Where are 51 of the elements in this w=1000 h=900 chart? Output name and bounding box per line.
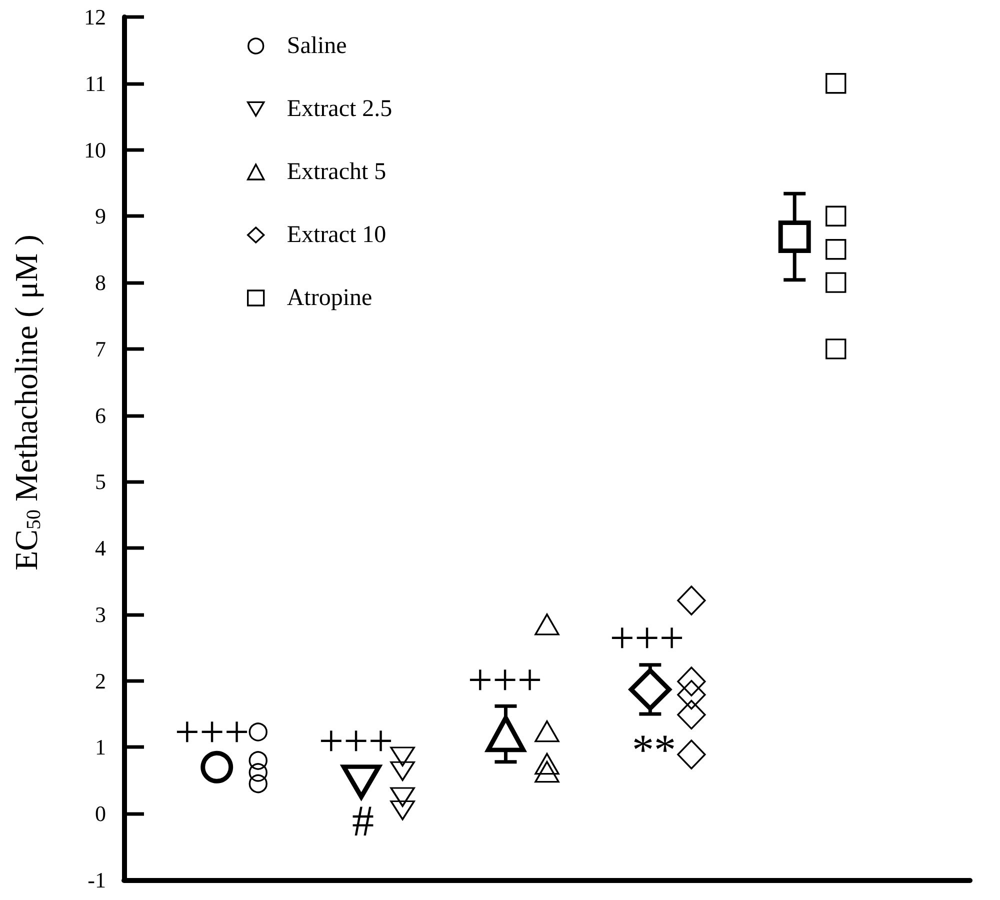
y-tick-label: 9 [95,204,106,229]
point [826,338,846,360]
annotation: # [352,796,374,846]
point [778,220,811,253]
y-tick-label: 1 [95,734,106,760]
y-tick-label: -1 [88,868,106,892]
point [390,787,415,807]
point [677,666,706,696]
point [628,668,672,711]
point [677,680,706,710]
point [534,720,560,742]
y-tick-label: 7 [95,336,106,362]
point [677,740,706,770]
point [534,614,560,636]
y-tick-label: 10 [84,137,106,162]
y-tick-label: 6 [95,402,106,428]
point [248,774,268,794]
point [390,800,415,820]
y-tick-label: 5 [95,469,106,494]
y-tick-label: 4 [95,536,106,561]
annotation: ** [632,726,676,774]
annotation: +++ [318,716,394,766]
y-tick-label: 2 [95,668,106,694]
legend-label: Extracht 5 [286,159,386,185]
point [200,750,234,784]
point [248,722,268,742]
point [826,272,846,293]
point [390,746,415,766]
point [390,761,415,781]
point [534,760,560,783]
legend-label: Saline [286,33,347,59]
point [534,752,560,775]
y-tick-label: 8 [95,270,106,296]
y-tick-label: 11 [84,70,106,96]
y-tick-label: 0 [95,801,106,826]
point [248,751,268,770]
annotation: +++ [174,708,250,756]
y-tick-label: 12 [84,4,106,30]
point [248,763,268,782]
point [677,586,706,616]
y-tick-label: 3 [95,602,106,627]
legend-label: Atropine [286,285,372,311]
legend-label: Extract 2.5 [286,96,392,122]
point [826,73,846,94]
annotation: +++ [610,614,684,662]
legend-label: Extract 10 [286,222,386,248]
y-axis-title: EC50 Methacholine ( μM ) [8,234,45,570]
point [826,206,846,227]
point [826,238,846,260]
point [677,700,706,730]
annotation: +++ [468,656,542,704]
